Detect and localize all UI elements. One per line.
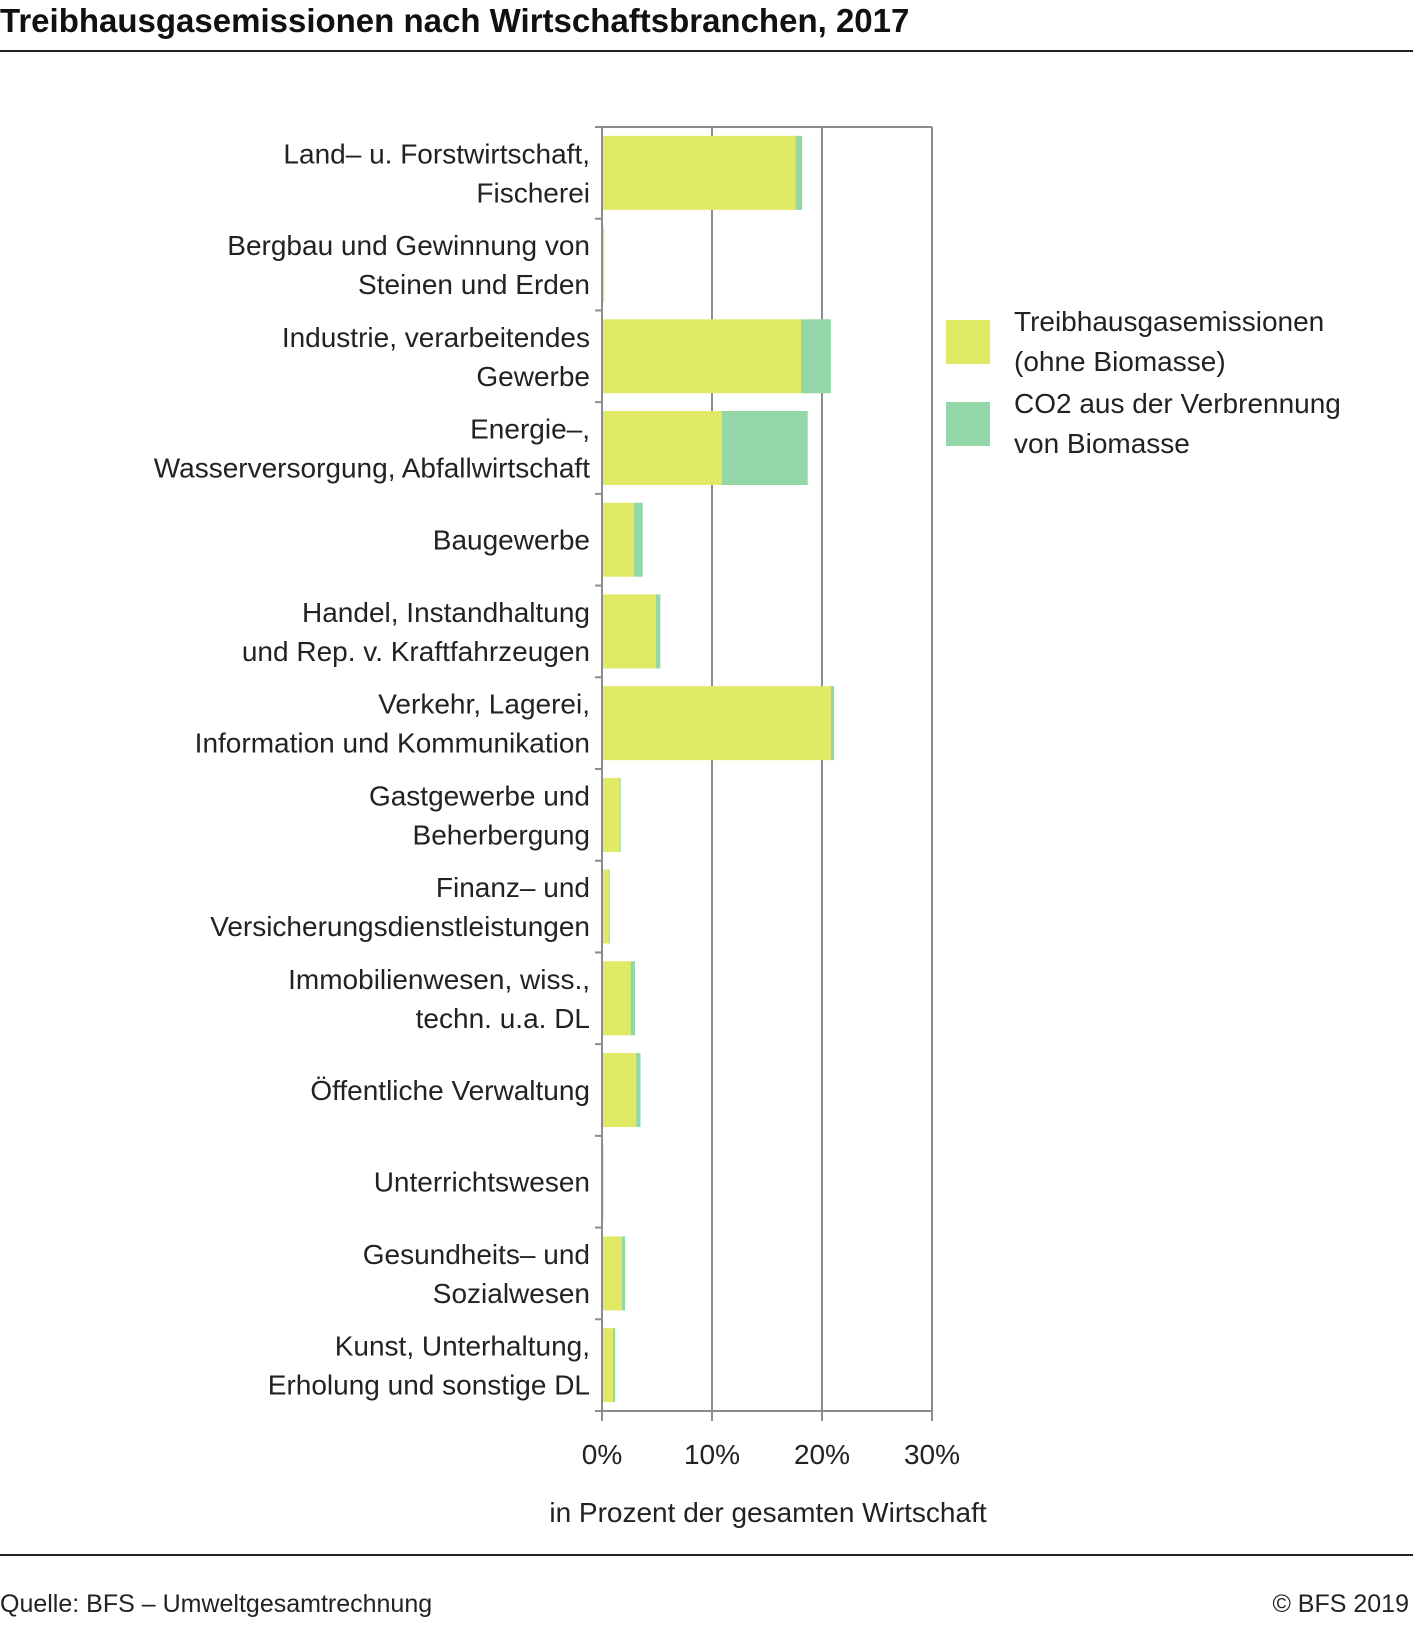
category-label-7: Gastgewerbe und Beherbergung xyxy=(369,780,590,850)
bar-4-series-0 xyxy=(602,502,634,577)
bar-6-series-1 xyxy=(830,686,835,761)
bar-8-series-1 xyxy=(608,869,610,944)
category-label-10-line-0: Öffentliche Verwaltung xyxy=(310,1075,590,1106)
tick-label-layer: 0% 10% 20% 30% xyxy=(582,1439,960,1470)
bar-10-series-1 xyxy=(636,1053,641,1127)
bar-0-series-0 xyxy=(602,135,796,210)
category-label-9-line-0: Immobilienwesen, wiss., xyxy=(288,964,590,995)
x-axis-title: in Prozent der gesamten Wirtschaft xyxy=(549,1497,987,1528)
bar-0-series-1 xyxy=(795,135,803,210)
category-label-3: Energie–, Wasserversorgung, Abfallwirtsch… xyxy=(154,414,590,484)
footer-rule xyxy=(0,1554,1413,1556)
bar-7-series-0 xyxy=(602,777,620,852)
category-label-11: Unterrichtswesen xyxy=(374,1167,590,1198)
legend-label-1-line-1: von Biomasse xyxy=(1014,428,1190,459)
bar-2-series-1 xyxy=(801,319,831,394)
x-tick-label-20: 20% xyxy=(794,1439,850,1470)
bar-12-series-0 xyxy=(602,1236,622,1311)
axis-layer xyxy=(595,126,932,1421)
x-tick-label-0: 0% xyxy=(582,1439,622,1470)
category-label-13: Kunst, Unterhaltung, Erholung und sonstig… xyxy=(268,1331,590,1401)
category-label-12-line-1: Sozialwesen xyxy=(433,1278,590,1309)
bar-13-series-0 xyxy=(602,1328,613,1403)
category-label-13-line-1: Erholung und sonstige DL xyxy=(268,1370,590,1401)
legend-label-0-line-0: Treibhausgasemissionen xyxy=(1014,306,1324,337)
category-label-8-line-1: Versicherungsdienstleistungen xyxy=(210,911,590,942)
bar-9-series-0 xyxy=(602,961,631,1036)
x-tick-label-30: 30% xyxy=(904,1439,960,1470)
bar-12-series-1 xyxy=(621,1236,626,1311)
bar-6-series-0 xyxy=(602,686,831,761)
category-label-1-line-1: Steinen und Erden xyxy=(358,269,590,300)
category-label-6-line-1: Information und Kommunikation xyxy=(195,728,590,759)
bar-chart: Land– u. Forstwirtschaft, Fischerei Bergba… xyxy=(154,126,1341,1528)
bar-8-series-0 xyxy=(602,869,609,944)
category-label-3-line-0: Energie–, xyxy=(470,414,590,445)
category-label-7-line-0: Gastgewerbe und xyxy=(369,780,590,811)
category-label-4-line-0: Baugewerbe xyxy=(433,525,590,556)
category-label-4: Baugewerbe xyxy=(433,525,590,556)
category-label-12-line-0: Gesundheits– und xyxy=(363,1239,590,1270)
category-label-0-line-0: Land– u. Forstwirtschaft, xyxy=(283,138,590,169)
category-label-6-line-0: Verkehr, Lagerei, xyxy=(378,689,590,720)
legend-label-0-line-1: (ohne Biomasse) xyxy=(1014,346,1226,377)
legend: Treibhausgasemissionen (ohne Biomasse) CO2… xyxy=(946,306,1341,459)
bar-7-series-1 xyxy=(619,777,621,852)
category-label-6: Verkehr, Lagerei, Information und Kommuni… xyxy=(195,689,590,759)
bar-5-series-1 xyxy=(655,594,661,669)
legend-swatch-0 xyxy=(946,320,990,364)
category-label-5: Handel, Instandhaltung und Rep. v. Kraftf… xyxy=(242,597,590,667)
category-label-layer: Land– u. Forstwirtschaft, Fischerei Bergba… xyxy=(154,138,590,1400)
category-label-12: Gesundheits– und Sozialwesen xyxy=(363,1239,590,1309)
bar-9-series-1 xyxy=(630,961,635,1036)
source-note: Quelle: BFS – Umweltgesamtrechnung xyxy=(0,1590,433,1618)
category-label-1: Bergbau und Gewinnung von Steinen und Erd… xyxy=(227,230,590,300)
category-label-0-line-1: Fischerei xyxy=(476,177,590,208)
category-label-11-line-0: Unterrichtswesen xyxy=(374,1167,590,1198)
title-rule xyxy=(0,50,1413,52)
x-tick-label-10: 10% xyxy=(684,1439,740,1470)
category-label-2-line-0: Industrie, verarbeitendes xyxy=(282,322,590,353)
legend-swatch-1 xyxy=(946,402,990,446)
category-label-10: Öffentliche Verwaltung xyxy=(310,1075,590,1106)
category-label-1-line-0: Bergbau und Gewinnung von xyxy=(227,230,590,261)
category-label-3-line-1: Wasserversorgung, Abfallwirtschaft xyxy=(154,453,590,484)
bar-layer xyxy=(602,135,835,1403)
category-label-8: Finanz– und Versicherungsdienstleistungen xyxy=(210,872,590,942)
bar-13-series-1 xyxy=(613,1328,616,1403)
category-label-9-line-1: techn. u.a. DL xyxy=(416,1003,590,1034)
category-label-2-line-1: Gewerbe xyxy=(476,361,590,392)
category-label-8-line-0: Finanz– und xyxy=(436,872,590,903)
bar-4-series-1 xyxy=(633,502,643,577)
category-label-2: Industrie, verarbeitendes Gewerbe xyxy=(282,322,590,392)
legend-label-1: CO2 aus der Verbrennung von Biomasse xyxy=(1014,388,1341,459)
legend-label-1-line-0: CO2 aus der Verbrennung xyxy=(1014,388,1341,419)
category-label-7-line-1: Beherbergung xyxy=(413,819,590,850)
bar-3-series-1 xyxy=(721,411,808,485)
bar-2-series-0 xyxy=(602,319,802,394)
category-label-0: Land– u. Forstwirtschaft, Fischerei xyxy=(283,138,590,208)
category-label-13-line-0: Kunst, Unterhaltung, xyxy=(335,1331,590,1362)
bar-3-series-0 xyxy=(602,411,722,485)
category-label-9: Immobilienwesen, wiss., techn. u.a. DL xyxy=(288,964,590,1034)
legend-label-0: Treibhausgasemissionen (ohne Biomasse) xyxy=(1014,306,1324,377)
bar-5-series-0 xyxy=(602,594,656,669)
chart-title: Treibhausgasemissionen nach Wirtschaftsb… xyxy=(0,2,910,39)
bar-10-series-0 xyxy=(602,1053,637,1127)
category-label-5-line-1: und Rep. v. Kraftfahrzeugen xyxy=(242,636,590,667)
bar-1-series-0 xyxy=(602,227,605,302)
copyright-note: © BFS 2019 xyxy=(1272,1590,1409,1618)
category-label-5-line-0: Handel, Instandhaltung xyxy=(302,597,590,628)
